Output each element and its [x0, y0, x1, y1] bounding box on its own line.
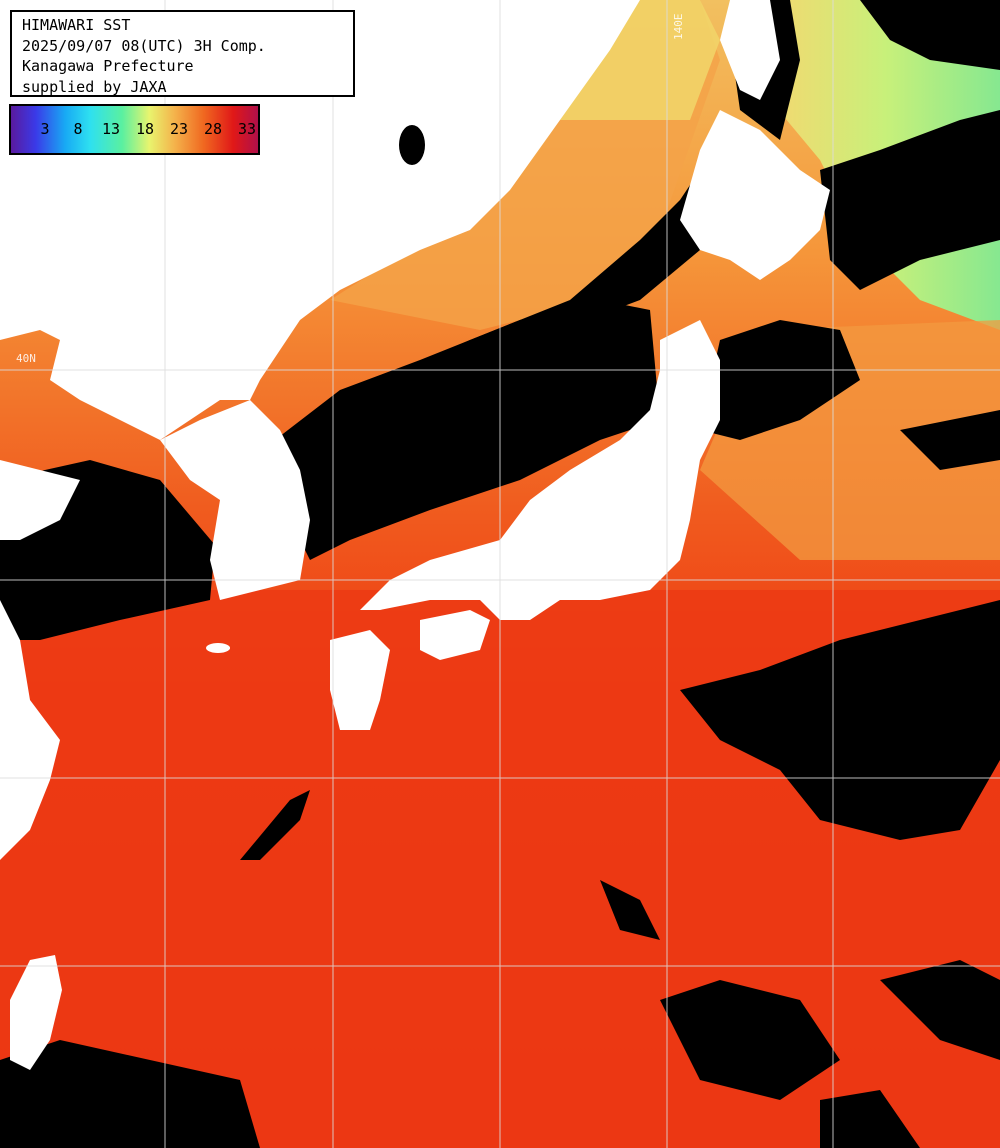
legend-tick: 23 [169, 120, 189, 138]
legend-tick: 18 [135, 120, 155, 138]
land-honshu [360, 320, 720, 620]
color-scale-legend: 3 8 13 18 23 28 33 [9, 104, 260, 155]
info-box: HIMAWARI SST 2025/09/07 08(UTC) 3H Comp.… [10, 10, 355, 97]
sea-of-japan-far-north [560, 0, 720, 120]
lake-khanka [399, 125, 425, 165]
lat-label-40n: 40N [16, 352, 36, 365]
land-kyushu [330, 630, 390, 730]
legend-tick: 33 [237, 120, 257, 138]
land-china-coast [0, 460, 80, 540]
title: HIMAWARI SST [22, 16, 131, 34]
land-sakhalin [720, 0, 780, 100]
region: Kanagawa Prefecture [22, 57, 194, 75]
legend-tick: 8 [73, 120, 83, 138]
land-hokkaido [680, 110, 830, 280]
land-china-south [0, 600, 60, 860]
legend-tick: 13 [101, 120, 121, 138]
legend-tick: 3 [40, 120, 50, 138]
lon-label-140e: 140E [672, 13, 685, 41]
land-korea [160, 400, 310, 600]
land-island-small [220, 645, 230, 651]
land-shikoku [420, 610, 490, 660]
supplier: supplied by JAXA [22, 77, 167, 96]
timestamp: 2025/09/07 08(UTC) 3H Comp. [22, 36, 266, 55]
land-taiwan [10, 955, 62, 1070]
legend-tick: 28 [203, 120, 223, 138]
lat-label-30n: 30N [16, 760, 36, 773]
